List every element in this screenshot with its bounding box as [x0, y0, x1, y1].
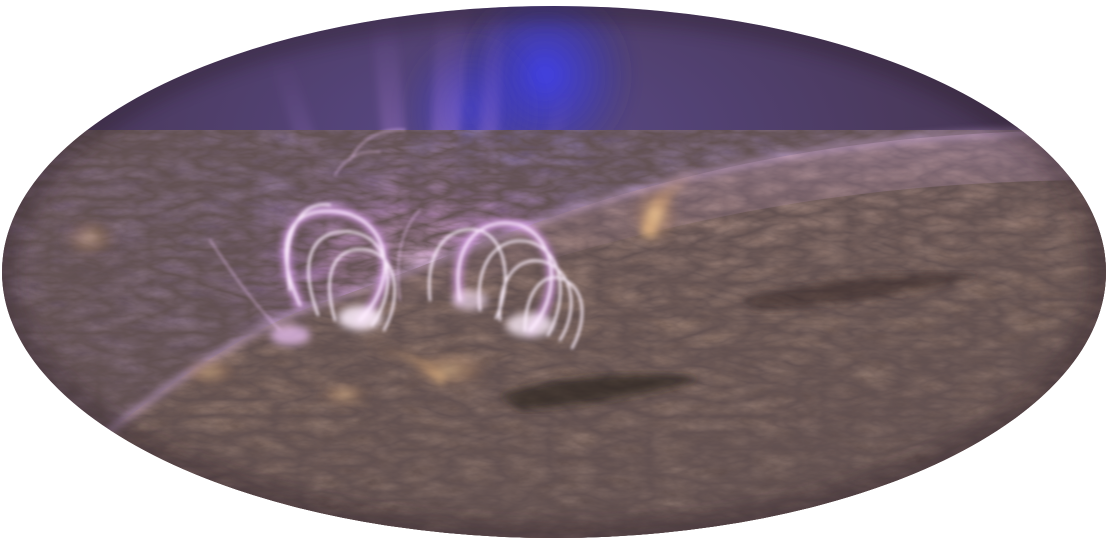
limb-haze — [330, 130, 1106, 330]
surface-dark-filaments — [2, 130, 1106, 538]
dark-filament — [500, 374, 700, 410]
golden-jets — [62, 165, 700, 409]
dark-filament-2 — [740, 273, 980, 310]
coronal-loops — [209, 129, 584, 350]
flare-footpoints — [270, 290, 554, 345]
